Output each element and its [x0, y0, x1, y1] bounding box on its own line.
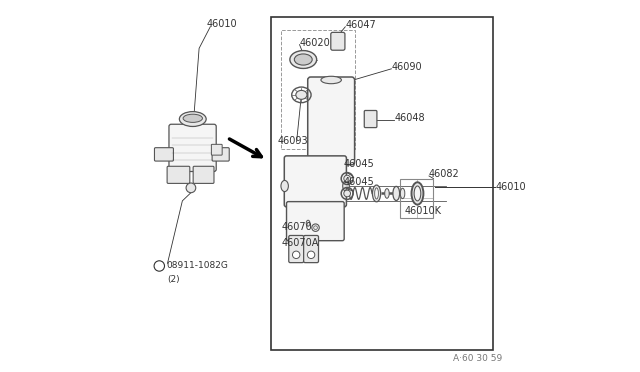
- Circle shape: [292, 251, 300, 259]
- FancyBboxPatch shape: [364, 110, 377, 128]
- Bar: [271, 17, 493, 350]
- Ellipse shape: [393, 186, 399, 201]
- FancyBboxPatch shape: [284, 156, 346, 207]
- Ellipse shape: [296, 90, 307, 99]
- FancyBboxPatch shape: [167, 166, 190, 183]
- Ellipse shape: [401, 188, 405, 199]
- Ellipse shape: [372, 185, 381, 202]
- Text: 46082: 46082: [429, 169, 460, 179]
- Ellipse shape: [294, 54, 312, 65]
- Ellipse shape: [385, 189, 389, 198]
- Ellipse shape: [179, 112, 206, 126]
- Ellipse shape: [344, 190, 351, 197]
- FancyBboxPatch shape: [154, 148, 173, 161]
- FancyBboxPatch shape: [303, 235, 319, 263]
- Ellipse shape: [342, 181, 349, 191]
- Ellipse shape: [374, 188, 378, 199]
- Ellipse shape: [290, 51, 317, 68]
- Ellipse shape: [314, 226, 317, 230]
- FancyBboxPatch shape: [287, 202, 344, 241]
- Text: 46020: 46020: [300, 38, 330, 48]
- Text: 46070: 46070: [282, 222, 313, 232]
- Text: 46093: 46093: [277, 136, 308, 145]
- Ellipse shape: [412, 182, 424, 205]
- Text: 46045: 46045: [343, 160, 374, 169]
- FancyBboxPatch shape: [169, 124, 216, 171]
- Text: 46045: 46045: [343, 177, 374, 187]
- Text: 46090: 46090: [392, 62, 422, 72]
- Circle shape: [307, 251, 315, 259]
- Text: 46047: 46047: [346, 20, 377, 30]
- Text: A·60 30 59: A·60 30 59: [453, 354, 502, 363]
- FancyBboxPatch shape: [193, 166, 214, 183]
- Text: (2): (2): [168, 275, 180, 284]
- Text: N: N: [157, 263, 162, 269]
- Ellipse shape: [281, 180, 289, 192]
- Ellipse shape: [306, 220, 310, 226]
- Ellipse shape: [321, 76, 341, 84]
- Ellipse shape: [344, 175, 351, 182]
- FancyBboxPatch shape: [308, 77, 355, 165]
- FancyBboxPatch shape: [212, 148, 229, 161]
- FancyBboxPatch shape: [289, 235, 303, 263]
- Text: 46048: 46048: [394, 113, 425, 123]
- Bar: [400, 179, 433, 218]
- Text: 46010: 46010: [495, 182, 526, 192]
- Text: 46010: 46010: [207, 19, 237, 29]
- Text: 08911-1082G: 08911-1082G: [166, 262, 228, 270]
- Circle shape: [186, 183, 196, 193]
- Ellipse shape: [183, 114, 202, 122]
- Circle shape: [154, 261, 164, 271]
- FancyBboxPatch shape: [331, 32, 345, 50]
- FancyBboxPatch shape: [211, 144, 222, 155]
- Text: 46070A: 46070A: [282, 238, 319, 247]
- Bar: [281, 30, 355, 149]
- Text: 46010K: 46010K: [405, 206, 442, 216]
- Ellipse shape: [414, 186, 421, 201]
